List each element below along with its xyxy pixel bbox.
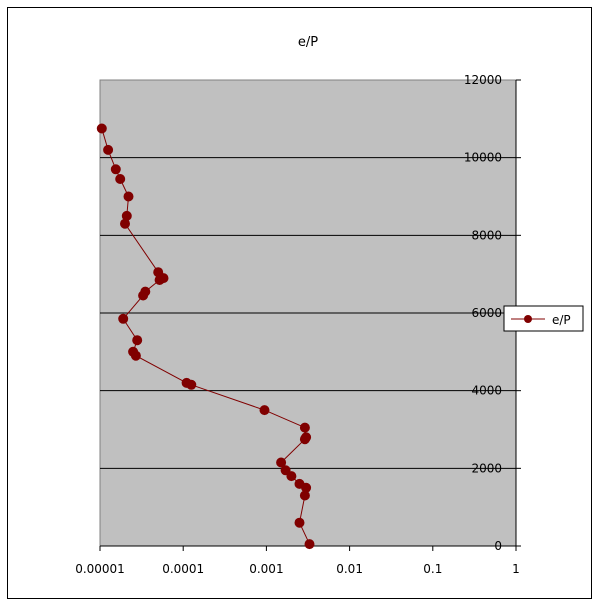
data-point <box>276 457 287 468</box>
series-e-p <box>96 123 315 550</box>
y-tick-label: 6000 <box>471 306 502 320</box>
x-tick-label: 0.1 <box>423 562 442 576</box>
data-point <box>286 471 297 482</box>
data-point <box>280 465 291 476</box>
x-tick-label: 0.01 <box>336 562 363 576</box>
data-point <box>120 218 130 229</box>
data-point <box>299 422 310 433</box>
y-tick-label: 12000 <box>464 73 502 87</box>
chart-frame: e/P 0 2000 4000 6000 8000 10000 12000 0.00001 0.… <box>7 7 592 599</box>
data-point <box>123 191 134 202</box>
y-tick-label: 8000 <box>471 228 502 242</box>
data-point <box>118 313 129 324</box>
data-point <box>294 517 305 528</box>
data-point <box>130 350 141 361</box>
y-tick-label: 10000 <box>464 151 502 165</box>
data-point <box>259 405 270 416</box>
y-tick-label: 4000 <box>471 384 502 398</box>
data-point <box>115 174 126 184</box>
x-tick-label: 0.001 <box>249 562 283 576</box>
data-point <box>304 539 315 550</box>
data-point <box>96 123 107 134</box>
legend-marker-swatch <box>524 315 532 323</box>
y-tick-label: 2000 <box>471 461 502 475</box>
data-point <box>110 164 121 175</box>
data-point <box>154 275 165 285</box>
legend-label: e/P <box>552 313 571 327</box>
x-tick-label: 1 <box>512 562 520 576</box>
data-point <box>138 290 149 301</box>
gridlines <box>100 157 516 469</box>
data-point <box>299 434 310 445</box>
data-point <box>132 335 143 346</box>
data-point <box>103 144 114 155</box>
legend: e/P <box>503 305 584 332</box>
data-point <box>299 490 310 501</box>
chart-title: e/P <box>298 35 318 50</box>
x-tick-label: 0.0001 <box>162 562 204 576</box>
data-point <box>186 379 197 390</box>
x-tick-label: 0.00001 <box>75 562 125 576</box>
